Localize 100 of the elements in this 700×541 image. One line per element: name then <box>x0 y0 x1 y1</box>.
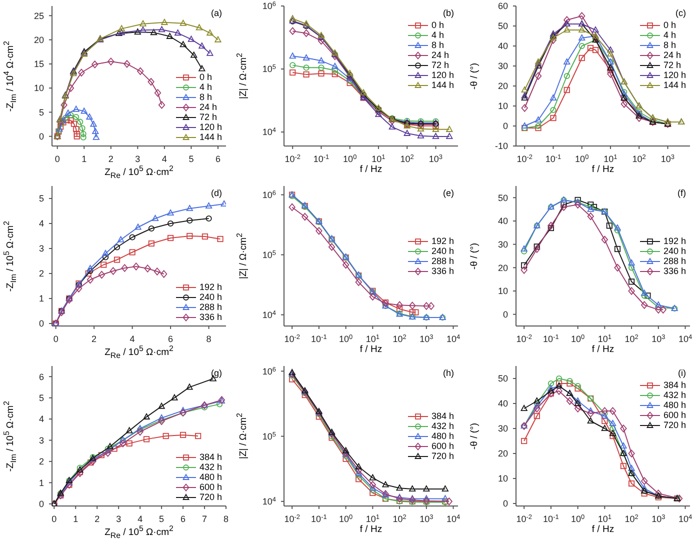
x-tick-label: 10$^{-1}$ <box>311 514 328 524</box>
y-tick-label: -10 <box>494 141 508 152</box>
x-tick-label: 10$^{-1}$ <box>545 154 562 164</box>
x-tick-label: 8 <box>223 514 229 524</box>
x-tick-label: 10$^{3}$ <box>420 514 434 524</box>
x-tick-label: 10$^{-2}$ <box>284 154 301 164</box>
x-tick-label: 10$^{0}$ <box>339 514 354 524</box>
x-axis-title: f / Hz <box>358 344 384 355</box>
y-tick-label: 10$^{4}$ <box>262 126 276 138</box>
legend-label: 336 h <box>663 266 686 276</box>
y-axis-title: -θ / (°) <box>468 422 480 450</box>
legend-label: 72 h <box>663 60 681 70</box>
x-tick-label: 10$^{1}$ <box>598 514 612 524</box>
legend-label: 120 h <box>431 70 454 80</box>
legend-label: 240 h <box>431 246 454 256</box>
legend-label: 72 h <box>431 60 449 70</box>
legend-label: 432 h <box>431 421 454 431</box>
x-tick-label: 10$^{0}$ <box>571 334 586 344</box>
annotation: (g) <box>211 368 222 378</box>
y-tick-label: 4 <box>38 218 44 229</box>
x-axis-title: Z$_{Re}$ / 10$^{5}$ Ω·cm$^{2}$ <box>104 164 174 180</box>
x-tick-label: 2 <box>92 334 97 344</box>
legend-label: 336 h <box>199 312 222 322</box>
x-tick-label: 10$^{1}$ <box>366 514 380 524</box>
legend-label: 288 h <box>663 256 686 266</box>
legend-label: 144 h <box>199 132 222 142</box>
y-tick-label: 10$^{4}$ <box>262 496 276 507</box>
y-tick-label: 4 <box>38 414 44 424</box>
legend-label: 336 h <box>431 266 454 276</box>
legend-label: 120 h <box>663 70 686 80</box>
x-tick-label: 10$^{2}$ <box>392 514 407 524</box>
y-axis-title: -θ / (°) <box>468 242 480 270</box>
legend-label: 240 h <box>199 292 222 302</box>
y-tick-label: 60 <box>498 1 508 12</box>
y-tick-label: 40 <box>498 216 508 226</box>
x-axis-title: Z$_{Re}$ / 10$^{5}$ Ω·cm$^{2}$ <box>104 524 174 540</box>
x-tick-label: 10$^{4}$ <box>446 334 460 344</box>
x-tick-label: 10$^{2}$ <box>392 334 407 344</box>
x-tick-label: 10$^{4}$ <box>446 514 460 524</box>
y-tick-label: 5 <box>38 107 44 118</box>
y-tick-label: 2 <box>38 456 44 467</box>
x-tick-label: 10$^{-2}$ <box>516 514 532 524</box>
y-tick-label: 20 <box>34 34 44 45</box>
x-tick-label: 10$^{3}$ <box>420 334 434 344</box>
y-tick-label: 50 <box>498 374 508 384</box>
legend-label: 288 h <box>431 256 454 266</box>
x-tick-label: 3 <box>116 514 122 524</box>
x-tick-label: 2 <box>108 154 114 164</box>
x-tick-label: 10$^{2}$ <box>400 154 414 164</box>
annotation: (b) <box>443 8 454 18</box>
y-tick-label: 30 <box>498 424 508 434</box>
legend-label: 144 h <box>431 80 454 90</box>
x-tick-label: 10$^{0}$ <box>575 154 590 164</box>
x-tick-label: 0 <box>52 514 57 524</box>
x-tick-label: 0 <box>54 154 60 164</box>
x-tick-label: 10$^{1}$ <box>366 334 380 344</box>
x-axis-title: f / Hz <box>590 524 616 535</box>
legend-label: 192 h <box>663 236 686 246</box>
x-axis-title: f / Hz <box>358 524 384 535</box>
x-tick-label: 10$^{0}$ <box>571 514 586 524</box>
y-tick-label: 50 <box>498 192 508 203</box>
x-tick-label: 1 <box>82 154 87 164</box>
annotation: (f) <box>678 188 686 198</box>
y-tick-label: 10$^{4}$ <box>262 309 276 320</box>
x-tick-label: 10$^{-2}$ <box>284 334 300 344</box>
legend-label: 0 h <box>431 20 444 30</box>
legend-label: 0 h <box>663 20 676 30</box>
y-tick-label: 30 <box>498 61 508 72</box>
y-tick-label: 25 <box>34 10 44 21</box>
y-axis-title: -θ / (°) <box>468 62 480 90</box>
x-axis-title: f / Hz <box>358 164 384 175</box>
x-tick-label: 4 <box>138 514 143 524</box>
x-tick-label: 10$^{-2}$ <box>516 334 532 344</box>
x-tick-label: 3 <box>135 154 140 164</box>
legend-label: 8 h <box>199 92 212 102</box>
legend-label: 720 h <box>431 451 454 461</box>
legend-label: 8 h <box>663 40 676 50</box>
legend-label: 600 h <box>431 441 454 451</box>
x-tick-label: 10$^{-2}$ <box>284 514 300 524</box>
x-tick-label: 6 <box>168 334 174 344</box>
y-tick-label: 40 <box>498 41 508 52</box>
legend-label: 0 h <box>199 72 212 82</box>
annotation: (d) <box>211 188 222 198</box>
y-tick-label: 10 <box>498 101 508 112</box>
legend-label: 384 h <box>663 380 686 390</box>
x-tick-label: 6 <box>180 514 186 524</box>
y-tick-label: 0 <box>502 498 508 509</box>
y-tick-label: 2 <box>38 268 44 279</box>
legend-label: 192 h <box>199 282 222 292</box>
legend-label: 384 h <box>199 452 222 462</box>
x-axis-title: f / Hz <box>590 344 616 355</box>
y-tick-label: 10 <box>498 286 508 296</box>
legend-label: 144 h <box>663 80 686 90</box>
y-tick-label: 15 <box>34 59 44 70</box>
y-tick-label: 0 <box>502 121 508 132</box>
x-tick-label: 4 <box>162 154 167 164</box>
x-tick-label: 2 <box>94 514 100 524</box>
y-tick-label: 3 <box>38 244 44 254</box>
annotation: (i) <box>678 368 686 378</box>
legend-label: 720 h <box>663 420 686 430</box>
